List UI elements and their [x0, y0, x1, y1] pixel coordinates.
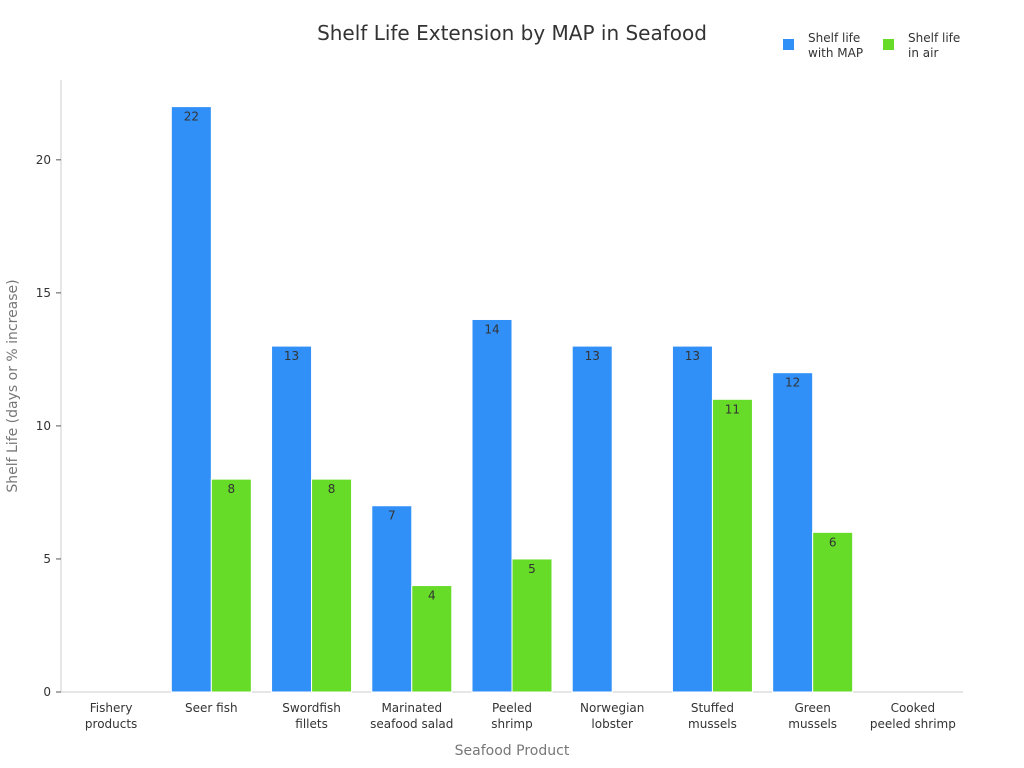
bar-value-label: 14: [484, 322, 499, 336]
x-tick-label: Norwegian lobster: [580, 701, 644, 731]
bar-value-label: 13: [585, 349, 600, 363]
x-axis: Fishery products Seer fish Swordfish fillets…: [61, 691, 963, 731]
y-axis-title: Shelf Life (days or % increase): [5, 279, 21, 492]
bar: [511, 558, 553, 693]
bar: [812, 531, 854, 693]
bar-value-label: 8: [228, 482, 236, 496]
x-axis-title: Seafood Product: [455, 743, 570, 759]
bar-value-label: 11: [725, 402, 740, 416]
x-tick-label: Green mussels: [788, 701, 837, 731]
bar: [671, 345, 713, 693]
bar-value-label: 4: [428, 589, 436, 603]
bar-value-label: 12: [785, 376, 800, 390]
bar: [772, 372, 814, 693]
y-axis: 0 5 10 15 20: [36, 80, 62, 699]
bar-value-label: 13: [284, 349, 299, 363]
y-tick-label: 10: [36, 419, 51, 433]
x-tick-label: Stuffed mussels: [688, 701, 737, 731]
y-tick-label: 20: [36, 153, 51, 167]
bar: [271, 345, 313, 693]
bar: [311, 478, 353, 693]
x-tick-label: Fishery products: [85, 701, 137, 731]
bar-value-label: 7: [388, 509, 396, 523]
legend-swatch: [883, 39, 894, 50]
y-tick-label: 5: [43, 552, 51, 566]
legend-label: Shelf life in air: [908, 31, 960, 60]
bar: [411, 585, 453, 693]
legend-swatch: [783, 39, 794, 50]
bar-labels: 22 13 7 14 13 13 12 8 8 4 5 11 6: [184, 110, 837, 603]
bar: [711, 398, 753, 693]
bar-value-label: 8: [328, 482, 336, 496]
x-tick-label: Marinated seafood salad: [370, 701, 453, 731]
x-tick-label: Peeled shrimp: [491, 701, 532, 731]
x-tick-label: Seer fish: [185, 701, 238, 715]
chart-title: Shelf Life Extension by MAP in Seafood: [317, 21, 707, 45]
x-tick-label: Cooked peeled shrimp: [870, 701, 956, 731]
bar-value-label: 22: [184, 110, 199, 124]
bar: [371, 505, 413, 693]
bars: [170, 106, 854, 693]
legend: Shelf life with MAP Shelf life in air: [783, 31, 960, 60]
legend-label: Shelf life with MAP: [808, 31, 863, 60]
bar: [170, 106, 212, 693]
y-tick-label: 15: [36, 286, 51, 300]
bar-value-label: 13: [685, 349, 700, 363]
y-tick-label: 0: [43, 685, 51, 699]
x-tick-label: Swordfish fillets: [282, 701, 341, 731]
bar-value-label: 5: [528, 562, 536, 576]
bar: [210, 478, 252, 693]
bar: [571, 345, 613, 693]
bar-value-label: 6: [829, 535, 837, 549]
bar: [471, 318, 513, 693]
